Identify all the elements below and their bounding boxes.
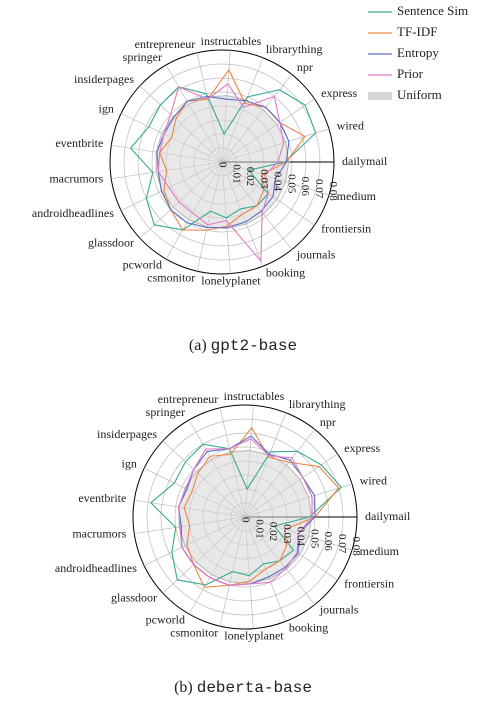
- legend-label: Uniform: [397, 87, 442, 102]
- radar-chart: dailymail wired express npr librarything inst…: [55, 389, 411, 697]
- category-label: express: [321, 86, 357, 100]
- category-label: lonelyplanet: [224, 628, 284, 642]
- category-label: wired: [360, 473, 387, 487]
- legend-label: Entropy: [397, 45, 439, 60]
- r-tick-label: 0.04: [272, 172, 284, 192]
- category-label: glassdoor: [111, 590, 157, 604]
- category-label: booking: [266, 265, 305, 279]
- r-tick-label: 0.04: [295, 527, 307, 547]
- category-label: glassdoor: [88, 235, 134, 249]
- category-label: npr: [297, 60, 313, 74]
- series-polygon: [156, 95, 290, 229]
- radar-chart: dailymail wired express npr librarything inst…: [32, 3, 468, 355]
- r-tick-label: 0.06: [299, 177, 311, 197]
- category-label: librarything: [266, 42, 323, 56]
- r-tick-label: 0.05: [308, 529, 320, 549]
- series-polygon: [177, 438, 313, 586]
- category-label: pcworld: [146, 613, 185, 627]
- caption: (b) deberta-base: [174, 679, 312, 698]
- caption-model: deberta-base: [197, 679, 312, 697]
- category-label: macrumors: [49, 172, 103, 186]
- category-label: instructables: [224, 389, 285, 403]
- r-tick-label: 0.06: [322, 532, 334, 552]
- r-tick-label: 0.02: [244, 167, 256, 186]
- category-label: wired: [337, 118, 364, 132]
- series-polygon: [150, 443, 343, 586]
- category-label: journals: [319, 603, 359, 617]
- caption: (a) gpt2-base: [189, 337, 297, 356]
- caption-label: (b): [174, 679, 193, 696]
- caption-label: (a): [189, 337, 207, 354]
- category-label: express: [344, 441, 380, 455]
- category-label: ign: [122, 457, 137, 471]
- legend-label: Prior: [397, 66, 424, 81]
- r-tick-label: 0.07: [313, 179, 325, 199]
- category-label: librarything: [289, 397, 346, 411]
- category-label: macrumors: [72, 527, 126, 541]
- category-label: dailymail: [342, 154, 388, 168]
- category-label: springer: [123, 50, 162, 64]
- r-tick-label: 0: [216, 162, 228, 168]
- r-tick-label: 0.01: [253, 519, 265, 538]
- category-label: frontiersin: [321, 221, 371, 235]
- category-label: insiderpages: [97, 427, 157, 441]
- category-label: ign: [99, 102, 114, 116]
- category-label: eventbrite: [78, 491, 126, 505]
- category-label: npr: [320, 415, 336, 429]
- r-tick-label: 0: [239, 517, 251, 523]
- category-label: instructables: [201, 34, 262, 48]
- category-label: medium: [337, 189, 377, 203]
- series-polygon: [183, 426, 340, 588]
- category-label: entrepreneur: [135, 37, 196, 51]
- series-polygon: [159, 68, 306, 231]
- category-label: androidheadlines: [55, 561, 137, 575]
- legend-label: TF-IDF: [397, 24, 437, 39]
- category-label: androidheadlines: [32, 206, 114, 220]
- series-polygon: [157, 83, 285, 263]
- r-tick-label: 0.08: [350, 536, 362, 556]
- category-label: pcworld: [123, 258, 162, 272]
- series-polygon: [129, 86, 317, 231]
- category-label: dailymail: [365, 509, 411, 523]
- category-label: lonelyplanet: [201, 273, 261, 287]
- r-tick-label: 0.02: [267, 522, 279, 541]
- category-label: medium: [360, 544, 400, 558]
- category-label: csmonitor: [147, 271, 195, 285]
- r-tick-label: 0.08: [327, 181, 339, 201]
- category-label: insiderpages: [74, 72, 134, 86]
- caption-model: gpt2-base: [211, 337, 297, 355]
- category-label: springer: [146, 405, 185, 419]
- category-label: entrepreneur: [158, 392, 219, 406]
- r-tick-label: 0.01: [230, 164, 242, 183]
- category-label: csmonitor: [170, 626, 218, 640]
- r-tick-label: 0.03: [281, 524, 293, 544]
- legend-label: Sentence Sim: [397, 3, 468, 18]
- category-label: journals: [296, 248, 336, 262]
- category-label: eventbrite: [55, 136, 103, 150]
- category-label: frontiersin: [344, 576, 394, 590]
- r-tick-label: 0.03: [258, 169, 270, 189]
- category-label: booking: [289, 620, 328, 634]
- r-tick-label: 0.05: [285, 174, 297, 194]
- legend-swatch: [368, 92, 392, 100]
- r-tick-label: 0.07: [336, 534, 348, 554]
